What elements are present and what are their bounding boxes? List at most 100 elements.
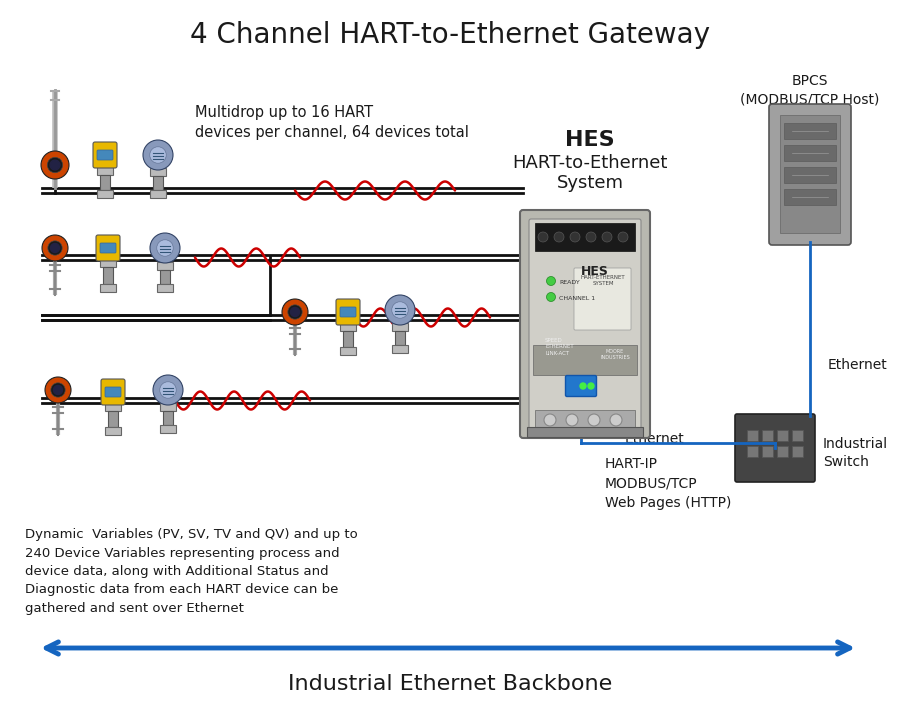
FancyBboxPatch shape [157, 262, 173, 270]
FancyBboxPatch shape [792, 446, 803, 457]
Circle shape [618, 232, 628, 242]
FancyBboxPatch shape [105, 387, 121, 397]
Circle shape [554, 232, 564, 242]
FancyBboxPatch shape [565, 375, 597, 396]
FancyBboxPatch shape [160, 270, 170, 284]
FancyBboxPatch shape [160, 403, 176, 411]
Text: READY: READY [559, 280, 580, 285]
Circle shape [566, 414, 578, 426]
FancyBboxPatch shape [153, 176, 163, 190]
Text: 4 Channel HART-to-Ethernet Gateway: 4 Channel HART-to-Ethernet Gateway [190, 21, 710, 49]
FancyBboxPatch shape [97, 190, 113, 198]
Text: HART-IP
MODBUS/TCP
Web Pages (HTTP): HART-IP MODBUS/TCP Web Pages (HTTP) [605, 457, 732, 510]
Circle shape [610, 414, 622, 426]
Text: SPEED
ETHERNET
LINK-ACT: SPEED ETHERNET LINK-ACT [545, 338, 573, 356]
Text: Ethernet: Ethernet [828, 358, 887, 372]
Text: HES: HES [581, 265, 609, 278]
Circle shape [580, 383, 586, 389]
FancyBboxPatch shape [527, 427, 643, 437]
FancyBboxPatch shape [93, 142, 117, 168]
FancyBboxPatch shape [777, 430, 788, 441]
Circle shape [45, 377, 71, 403]
Circle shape [538, 232, 548, 242]
Text: Dynamic  Variables (PV, SV, TV and QV) and up to
240 Device Variables representi: Dynamic Variables (PV, SV, TV and QV) an… [25, 528, 358, 615]
FancyBboxPatch shape [96, 235, 120, 261]
FancyBboxPatch shape [101, 379, 125, 405]
Circle shape [153, 375, 183, 405]
FancyBboxPatch shape [784, 145, 836, 161]
FancyBboxPatch shape [769, 104, 851, 245]
Circle shape [48, 241, 62, 255]
FancyBboxPatch shape [784, 167, 836, 183]
Text: HES: HES [565, 130, 615, 150]
Circle shape [385, 295, 415, 325]
FancyBboxPatch shape [747, 430, 758, 441]
Circle shape [570, 232, 580, 242]
Circle shape [157, 240, 173, 256]
FancyBboxPatch shape [105, 427, 121, 435]
FancyBboxPatch shape [535, 223, 635, 251]
FancyBboxPatch shape [392, 323, 408, 331]
Text: Ethernet: Ethernet [625, 432, 685, 446]
FancyBboxPatch shape [735, 414, 815, 482]
FancyBboxPatch shape [336, 299, 360, 325]
FancyBboxPatch shape [150, 168, 166, 176]
Circle shape [41, 151, 69, 179]
FancyBboxPatch shape [392, 345, 408, 353]
FancyBboxPatch shape [105, 403, 121, 411]
Circle shape [50, 160, 60, 170]
FancyBboxPatch shape [100, 243, 116, 253]
FancyBboxPatch shape [533, 345, 637, 375]
Circle shape [588, 383, 594, 389]
Circle shape [291, 307, 300, 316]
FancyBboxPatch shape [97, 167, 113, 175]
Circle shape [544, 414, 556, 426]
Circle shape [42, 235, 68, 261]
Circle shape [48, 157, 63, 173]
Circle shape [50, 383, 65, 397]
Circle shape [602, 232, 612, 242]
FancyBboxPatch shape [103, 267, 113, 284]
Circle shape [588, 414, 600, 426]
FancyBboxPatch shape [780, 115, 840, 233]
Circle shape [150, 233, 180, 263]
FancyBboxPatch shape [160, 425, 176, 433]
FancyBboxPatch shape [529, 219, 641, 429]
FancyBboxPatch shape [762, 430, 773, 441]
Circle shape [288, 305, 302, 319]
FancyBboxPatch shape [574, 268, 631, 330]
Text: Multidrop up to 16 HART
devices per channel, 64 devices total: Multidrop up to 16 HART devices per chan… [195, 105, 469, 140]
Text: MOORE
INDUSTRIES: MOORE INDUSTRIES [600, 349, 630, 360]
FancyBboxPatch shape [762, 446, 773, 457]
Text: CHANNEL 1: CHANNEL 1 [559, 295, 595, 300]
FancyBboxPatch shape [340, 307, 356, 317]
FancyBboxPatch shape [784, 189, 836, 205]
FancyBboxPatch shape [777, 446, 788, 457]
Text: HART-ETHERNET
SYSTEM: HART-ETHERNET SYSTEM [580, 275, 626, 286]
Circle shape [392, 302, 409, 319]
Circle shape [160, 382, 176, 398]
Text: Industrial Ethernet Backbone: Industrial Ethernet Backbone [288, 674, 612, 694]
FancyBboxPatch shape [395, 331, 405, 345]
Circle shape [143, 140, 173, 170]
FancyBboxPatch shape [343, 331, 353, 347]
FancyBboxPatch shape [163, 411, 173, 425]
FancyBboxPatch shape [747, 446, 758, 457]
FancyBboxPatch shape [784, 123, 836, 139]
FancyBboxPatch shape [535, 410, 635, 430]
FancyBboxPatch shape [792, 430, 803, 441]
FancyBboxPatch shape [340, 323, 356, 331]
FancyBboxPatch shape [520, 210, 650, 438]
Circle shape [149, 147, 166, 164]
FancyBboxPatch shape [100, 175, 110, 190]
Text: HART-to-Ethernet: HART-to-Ethernet [512, 154, 668, 172]
Circle shape [546, 292, 555, 302]
FancyBboxPatch shape [340, 347, 356, 355]
FancyBboxPatch shape [108, 411, 118, 427]
Text: System: System [556, 174, 624, 192]
Circle shape [546, 277, 555, 285]
Circle shape [282, 299, 308, 325]
Circle shape [53, 385, 63, 394]
FancyBboxPatch shape [150, 190, 166, 198]
Text: BPCS
(MODBUS/TCP Host): BPCS (MODBUS/TCP Host) [741, 74, 879, 106]
